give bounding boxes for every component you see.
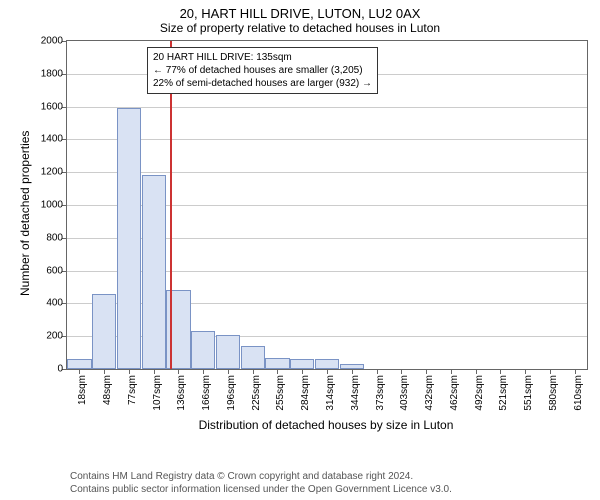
- annotation-line: 20 HART HILL DRIVE: 135sqm: [153, 51, 372, 64]
- x-tick-mark: [451, 369, 452, 374]
- y-tick-label: 400: [46, 298, 67, 309]
- gridline: [67, 139, 587, 140]
- x-tick-mark: [377, 369, 378, 374]
- y-tick-label: 0: [57, 364, 67, 375]
- x-tick-mark: [277, 369, 278, 374]
- x-tick-mark: [154, 369, 155, 374]
- x-tick-mark: [104, 369, 105, 374]
- histogram-bar: [265, 358, 289, 369]
- x-tick-label: 107sqm: [152, 375, 163, 411]
- footer-line-1: Contains HM Land Registry data © Crown c…: [70, 471, 452, 484]
- x-tick-mark: [550, 369, 551, 374]
- x-tick-label: 18sqm: [77, 375, 88, 405]
- x-tick-mark: [253, 369, 254, 374]
- x-tick-label: 403sqm: [399, 375, 410, 411]
- x-tick-label: 432sqm: [424, 375, 435, 411]
- y-tick-label: 200: [46, 331, 67, 342]
- histogram-bar: [67, 359, 91, 369]
- histogram-bar: [315, 359, 339, 369]
- x-tick-label: 225sqm: [251, 375, 262, 411]
- x-tick-label: 166sqm: [201, 375, 212, 411]
- x-tick-mark: [228, 369, 229, 374]
- y-tick-label: 1600: [41, 101, 67, 112]
- x-tick-mark: [203, 369, 204, 374]
- gridline: [67, 172, 587, 173]
- x-tick-mark: [79, 369, 80, 374]
- y-tick-label: 1200: [41, 167, 67, 178]
- y-axis-label: Number of detached properties: [18, 130, 32, 295]
- histogram-bar: [191, 331, 215, 369]
- x-tick-label: 551sqm: [523, 375, 534, 411]
- x-tick-mark: [401, 369, 402, 374]
- gridline: [67, 107, 587, 108]
- x-axis-label: Distribution of detached houses by size …: [66, 418, 586, 432]
- x-tick-mark: [129, 369, 130, 374]
- histogram-bar: [241, 346, 265, 369]
- y-tick-label: 600: [46, 265, 67, 276]
- footer-attribution: Contains HM Land Registry data © Crown c…: [70, 471, 452, 496]
- x-tick-mark: [426, 369, 427, 374]
- x-tick-label: 344sqm: [350, 375, 361, 411]
- x-tick-label: 610sqm: [573, 375, 584, 411]
- y-tick-label: 1400: [41, 134, 67, 145]
- y-tick-label: 800: [46, 232, 67, 243]
- plot-area: 020040060080010001200140016001800200018s…: [66, 40, 588, 370]
- x-tick-mark: [476, 369, 477, 374]
- x-tick-label: 136sqm: [176, 375, 187, 411]
- histogram-bar: [216, 335, 240, 369]
- x-tick-label: 521sqm: [498, 375, 509, 411]
- x-tick-label: 284sqm: [300, 375, 311, 411]
- x-tick-label: 196sqm: [226, 375, 237, 411]
- x-tick-label: 492sqm: [474, 375, 485, 411]
- histogram-bar: [92, 294, 116, 369]
- x-tick-mark: [525, 369, 526, 374]
- figure: 20, HART HILL DRIVE, LUTON, LU2 0AX Size…: [0, 0, 600, 500]
- x-tick-label: 48sqm: [102, 375, 113, 405]
- chart-area: 0 200 400 600 800 1000 1200 1400 1600 1800 2000 18s…: [0, 38, 600, 438]
- histogram-bar: [142, 175, 166, 369]
- x-tick-label: 314sqm: [325, 375, 336, 411]
- x-tick-label: 580sqm: [548, 375, 559, 411]
- x-tick-mark: [500, 369, 501, 374]
- x-tick-label: 462sqm: [449, 375, 460, 411]
- x-tick-label: 255sqm: [275, 375, 286, 411]
- x-tick-mark: [302, 369, 303, 374]
- annotation-line: ← 77% of detached houses are smaller (3,…: [153, 64, 372, 77]
- x-tick-label: 77sqm: [127, 375, 138, 405]
- x-tick-label: 373sqm: [375, 375, 386, 411]
- x-tick-mark: [327, 369, 328, 374]
- x-tick-mark: [178, 369, 179, 374]
- annotation-box: 20 HART HILL DRIVE: 135sqm← 77% of detac…: [147, 47, 378, 94]
- x-tick-mark: [352, 369, 353, 374]
- histogram-bar: [290, 359, 314, 369]
- page-title: 20, HART HILL DRIVE, LUTON, LU2 0AX: [0, 0, 600, 21]
- y-tick-label: 1800: [41, 68, 67, 79]
- y-tick-label: 1000: [41, 200, 67, 211]
- y-tick-label: 2000: [41, 36, 67, 47]
- page-subtitle: Size of property relative to detached ho…: [0, 21, 600, 39]
- footer-line-2: Contains public sector information licen…: [70, 484, 452, 497]
- annotation-line: 22% of semi-detached houses are larger (…: [153, 77, 372, 90]
- histogram-bar: [117, 108, 141, 369]
- x-tick-mark: [575, 369, 576, 374]
